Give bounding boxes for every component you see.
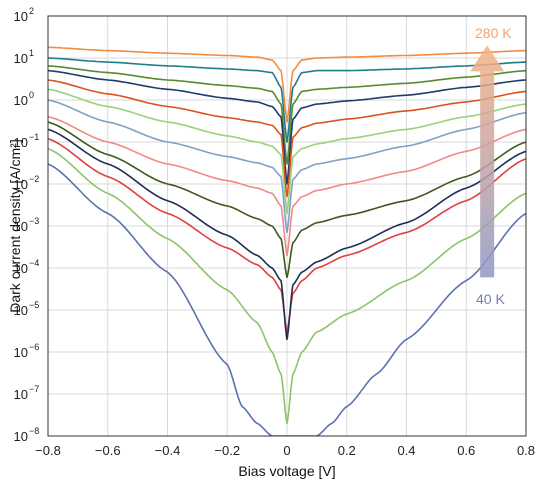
x-tick-label-8: 0.8	[517, 443, 535, 458]
y-tick-exponent-7: −1	[29, 132, 39, 142]
y-tick-exponent-6: −2	[29, 174, 39, 184]
y-tick-label-7: 10	[14, 135, 28, 150]
y-tick-label-6: 10	[14, 177, 28, 192]
y-tick-label-9: 10	[14, 51, 28, 66]
x-tick-label-6: 0.4	[397, 443, 415, 458]
x-tick-label-3: −0.2	[214, 443, 240, 458]
series-line-4	[48, 79, 526, 198]
annotation-40k: 40 K	[476, 291, 505, 307]
x-tick-label-4: 0	[283, 443, 290, 458]
x-axis-title: Bias voltage [V]	[238, 463, 335, 479]
y-tick-exponent-2: −6	[29, 342, 39, 352]
y-tick-label-8: 10	[14, 93, 28, 108]
series-line-8	[48, 121, 526, 279]
y-tick-label-4: 10	[14, 261, 28, 276]
y-tick-exponent-9: 1	[29, 48, 34, 58]
series-line-1	[48, 57, 526, 143]
y-tick-exponent-0: −8	[29, 426, 39, 436]
series-line-0	[48, 46, 526, 123]
annotation-280k: 280 K	[475, 25, 512, 41]
y-tick-exponent-10: 2	[29, 6, 34, 16]
x-tick-label-0: −0.8	[35, 443, 61, 458]
y-tick-exponent-8: 0	[29, 90, 34, 100]
y-tick-label-3: 10	[14, 303, 28, 318]
y-tick-exponent-1: −7	[29, 384, 39, 394]
y-tick-label-0: 10	[14, 429, 28, 444]
temperature-arrow-shape	[470, 45, 505, 278]
series-line-5	[48, 88, 526, 215]
y-tick-exponent-3: −5	[29, 300, 39, 310]
x-tick-labels: −0.8 −0.6 −0.4 −0.2 0 0.2 0.4 0.6 0.8	[35, 443, 535, 458]
series-line-6	[48, 99, 526, 234]
y-axis-title: Dark current density [A/cm²]	[7, 139, 23, 313]
x-tick-label-2: −0.4	[155, 443, 181, 458]
x-tick-label-7: 0.6	[457, 443, 475, 458]
x-tick-label-5: 0.2	[338, 443, 356, 458]
series-line-10	[48, 128, 526, 341]
series-line-9	[48, 137, 526, 333]
x-tick-label-1: −0.6	[95, 443, 121, 458]
series-line-3	[48, 69, 526, 185]
series-line-7	[48, 115, 526, 257]
y-tick-label-10: 10	[14, 9, 28, 24]
series-line-12	[48, 163, 526, 436]
plot-frame	[47, 15, 527, 437]
y-tick-label-5: 10	[14, 219, 28, 234]
y-tick-exponent-4: −4	[29, 258, 39, 268]
temperature-arrow	[470, 45, 505, 278]
series-line-2	[48, 65, 526, 165]
y-tick-label-2: 10	[14, 345, 28, 360]
y-tick-exponent-5: −3	[29, 216, 39, 226]
series-layer	[48, 46, 526, 436]
y-tick-label-1: 10	[14, 387, 28, 402]
series-line-11	[48, 147, 526, 425]
